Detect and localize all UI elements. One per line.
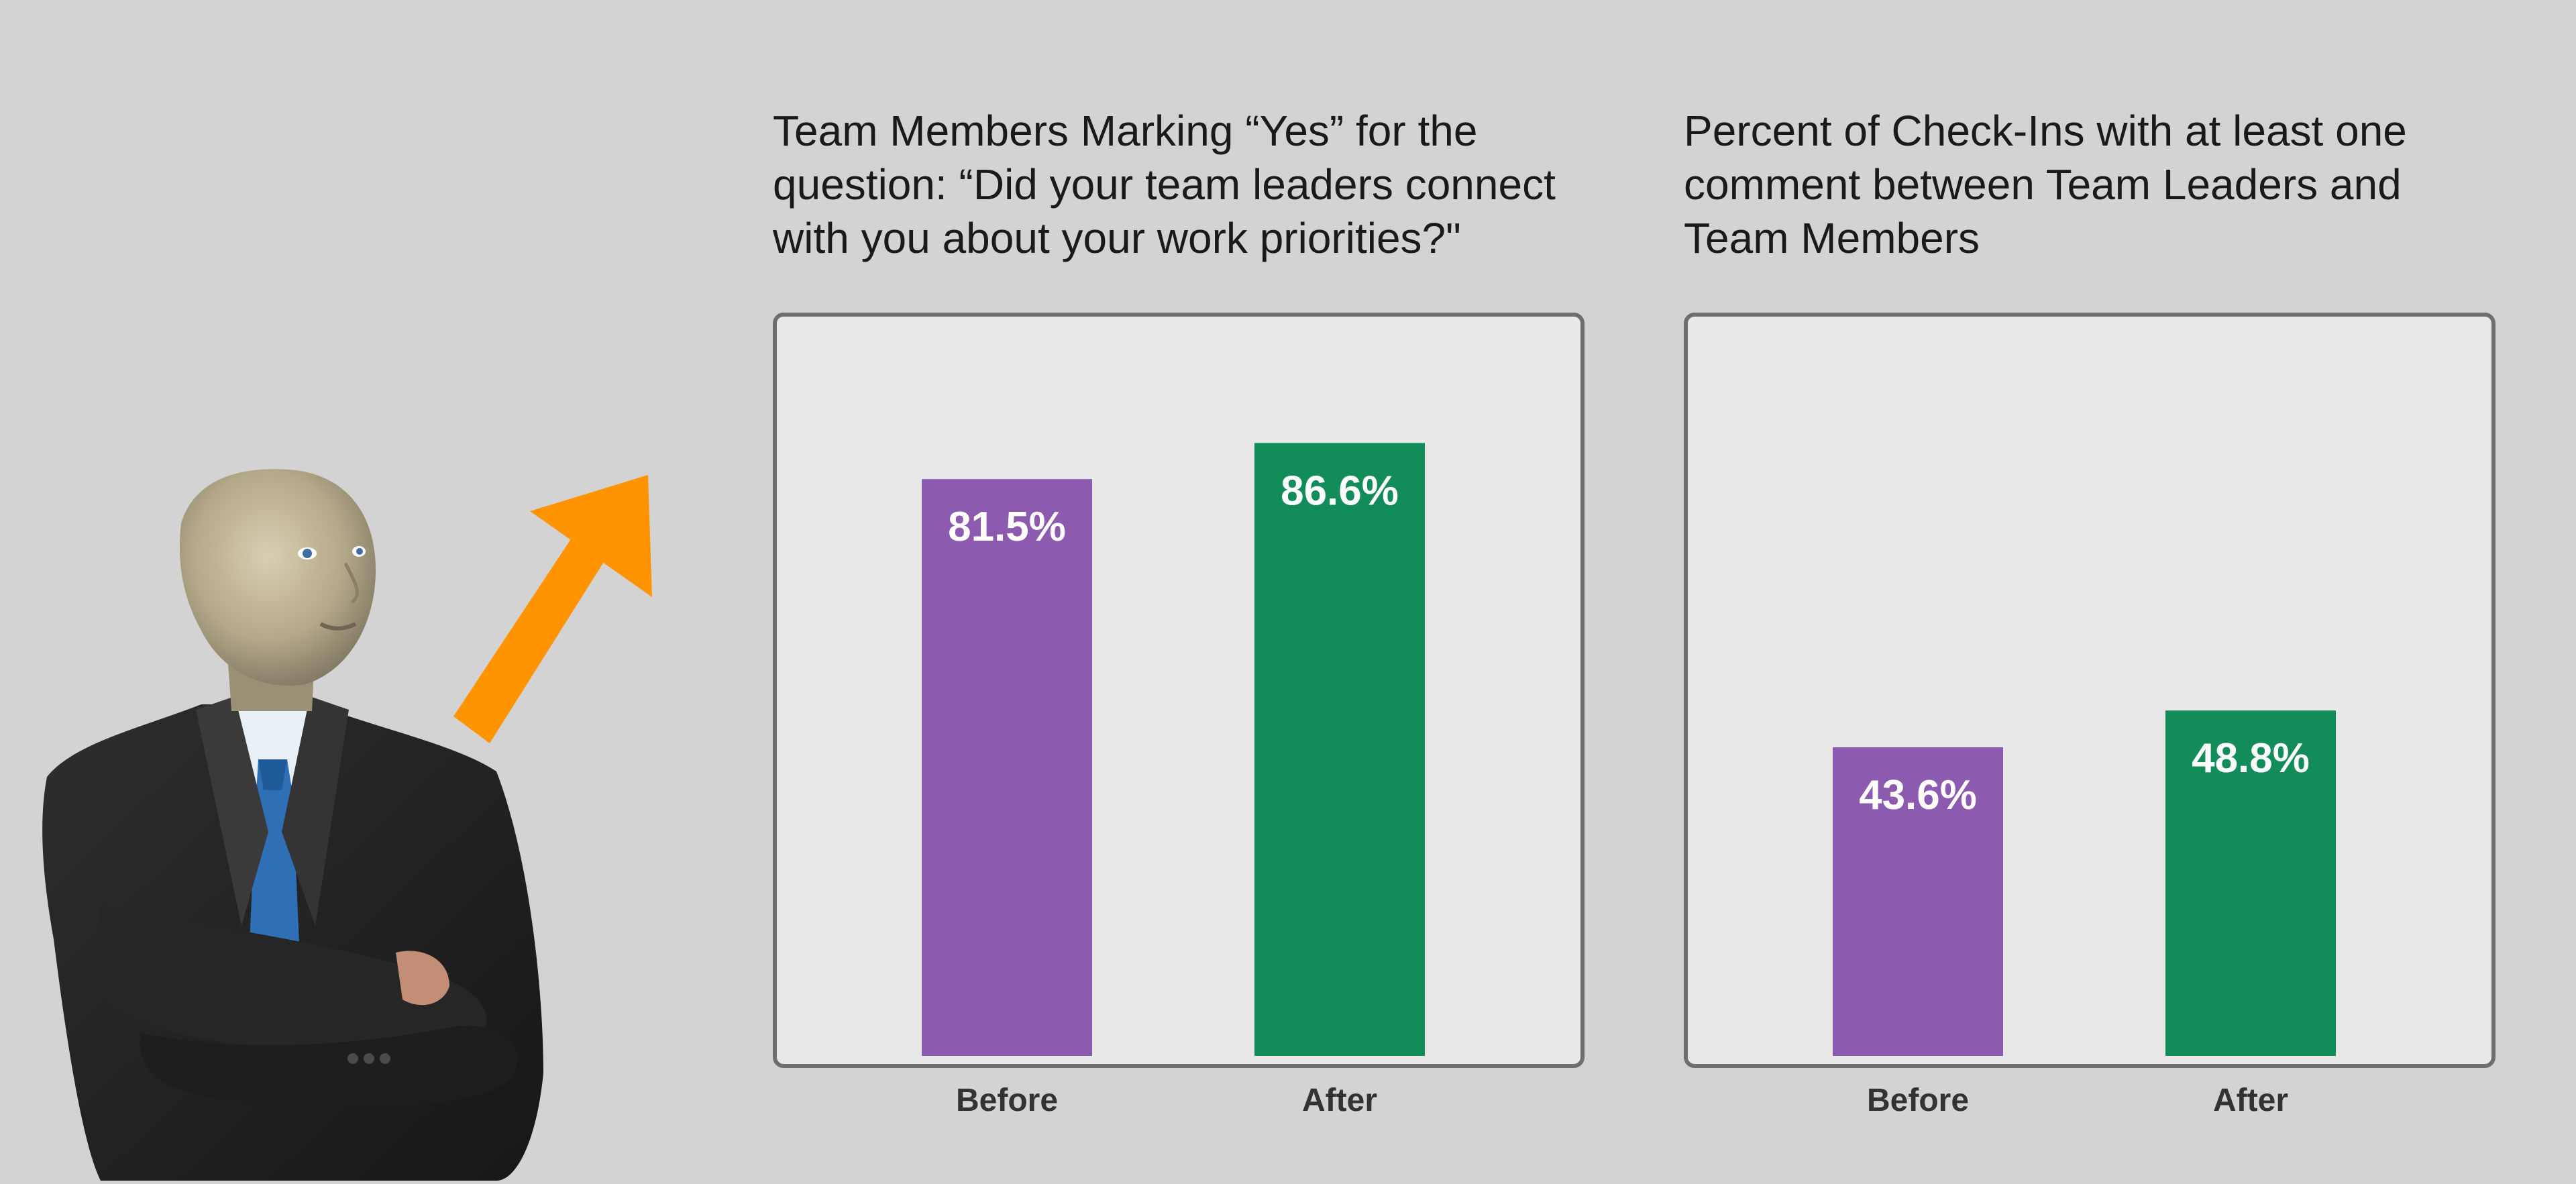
bar-before xyxy=(922,479,1092,1056)
bar-value-label: 43.6% xyxy=(1859,772,1977,818)
illustration-art xyxy=(42,469,652,1181)
up-right-arrow-icon xyxy=(453,475,652,743)
bar-before xyxy=(1833,747,2003,1056)
bar-after xyxy=(2165,710,2336,1056)
bar-value-label: 48.8% xyxy=(2192,735,2310,782)
chart-panel-priorities: Team Members Marking “Yes” for the quest… xyxy=(773,0,1591,1181)
plot-area xyxy=(773,313,1585,1068)
x-tick-label: Before xyxy=(956,1083,1058,1118)
chart-title: Team Members Marking “Yes” for the quest… xyxy=(773,107,1556,262)
bar-value-label: 81.5% xyxy=(948,504,1066,550)
bar-value-label: 86.6% xyxy=(1281,468,1399,514)
x-tick-label: After xyxy=(1302,1083,1377,1118)
chart-title: Percent of Check-Ins with at least one c… xyxy=(1684,107,2407,262)
bar-chart-svg: 81.5% Before 86.6% After xyxy=(922,443,1425,1118)
bar-chart-svg: 43.6% Before 48.8% After xyxy=(1833,710,2336,1118)
suited-man-figure xyxy=(42,469,544,1181)
chart-panel-check-ins: Percent of Check-Ins with at least one c… xyxy=(1684,0,2502,1181)
illustration xyxy=(0,0,724,1181)
x-tick-label: After xyxy=(2213,1083,2288,1118)
bar-after xyxy=(1254,443,1425,1056)
x-tick-label: Before xyxy=(1867,1083,1969,1118)
plot-area xyxy=(1684,313,2496,1068)
